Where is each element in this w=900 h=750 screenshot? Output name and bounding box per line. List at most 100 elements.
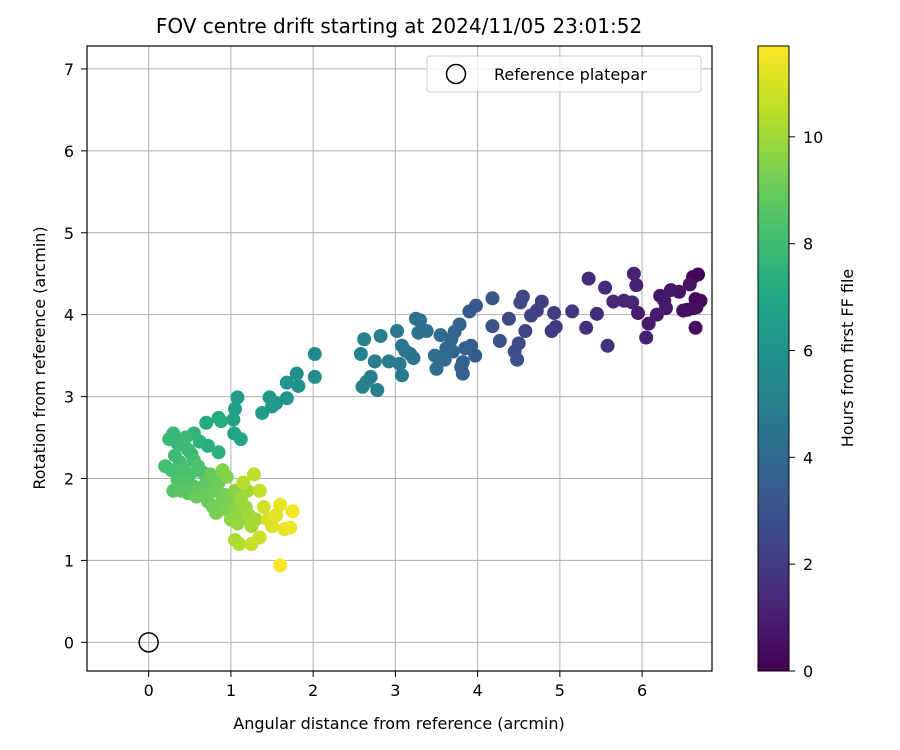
data-point bbox=[639, 330, 654, 345]
colorbar-tick-label: 4 bbox=[803, 448, 813, 467]
x-tick-label: 3 bbox=[390, 681, 400, 700]
y-tick-label: 4 bbox=[64, 306, 74, 325]
data-point bbox=[600, 338, 615, 353]
data-point bbox=[199, 415, 214, 430]
data-point bbox=[162, 432, 177, 447]
data-point bbox=[485, 319, 500, 334]
data-point bbox=[682, 277, 697, 292]
data-point bbox=[462, 304, 477, 319]
y-tick-label: 2 bbox=[64, 470, 74, 489]
y-axis-ticks: 0 1 2 3 4 5 6 7 bbox=[64, 60, 87, 652]
data-point bbox=[219, 469, 234, 484]
plot-frame bbox=[86, 45, 713, 672]
data-point bbox=[408, 311, 423, 326]
y-tick-label: 0 bbox=[64, 633, 74, 652]
data-point bbox=[492, 333, 507, 348]
data-point bbox=[178, 430, 193, 445]
data-point bbox=[230, 390, 245, 405]
data-point bbox=[285, 504, 300, 519]
data-point bbox=[209, 505, 224, 520]
data-point bbox=[273, 558, 288, 573]
x-tick-label: 5 bbox=[555, 681, 565, 700]
data-point bbox=[265, 519, 280, 534]
legend-open-circle-marker bbox=[445, 63, 467, 85]
data-point bbox=[214, 414, 229, 429]
data-point bbox=[454, 360, 469, 375]
data-point bbox=[228, 401, 243, 416]
data-point bbox=[246, 467, 261, 482]
data-point bbox=[589, 306, 604, 321]
data-point bbox=[289, 366, 304, 381]
data-point bbox=[429, 361, 444, 376]
x-axis-ticks: 0 1 2 3 4 5 6 bbox=[144, 671, 647, 700]
y-tick-label: 1 bbox=[64, 551, 74, 570]
data-point bbox=[252, 483, 267, 498]
y-tick-label: 5 bbox=[64, 224, 74, 243]
data-point bbox=[544, 324, 559, 339]
data-point bbox=[252, 530, 267, 545]
data-point bbox=[524, 308, 539, 323]
legend-box bbox=[426, 55, 702, 93]
y-tick-label: 6 bbox=[64, 142, 74, 161]
colorbar-tick-label: 10 bbox=[803, 128, 823, 147]
data-point bbox=[510, 352, 525, 367]
colorbar-tick-label: 0 bbox=[803, 662, 813, 681]
data-point bbox=[433, 328, 448, 343]
data-point bbox=[283, 520, 298, 535]
data-point bbox=[357, 332, 372, 347]
colorbar-label: Hours from first FF file bbox=[838, 269, 857, 448]
x-tick-label: 4 bbox=[473, 681, 483, 700]
data-point bbox=[439, 341, 454, 356]
data-point bbox=[485, 291, 500, 306]
data-point bbox=[606, 294, 621, 309]
x-axis-label: Angular distance from reference (arcmin) bbox=[233, 714, 564, 733]
data-point bbox=[236, 475, 251, 490]
data-point bbox=[458, 341, 473, 356]
colorbar-tick-label: 8 bbox=[803, 235, 813, 254]
data-points bbox=[158, 266, 708, 573]
data-point bbox=[581, 271, 596, 286]
data-point bbox=[189, 489, 204, 504]
x-tick-label: 1 bbox=[226, 681, 236, 700]
data-point bbox=[367, 354, 382, 369]
data-point bbox=[307, 369, 322, 384]
data-point bbox=[630, 306, 645, 321]
data-point bbox=[279, 375, 294, 390]
data-point bbox=[291, 378, 306, 393]
data-point bbox=[394, 338, 409, 353]
data-point bbox=[232, 537, 247, 552]
data-point bbox=[233, 432, 248, 447]
data-point bbox=[676, 303, 691, 318]
data-point bbox=[269, 508, 284, 523]
data-point bbox=[307, 346, 322, 361]
data-point bbox=[411, 325, 426, 340]
colorbar-tick-label: 2 bbox=[803, 555, 813, 574]
data-point bbox=[688, 320, 703, 335]
colorbar-gradient bbox=[757, 45, 790, 672]
data-point bbox=[626, 266, 641, 281]
x-tick-label: 2 bbox=[308, 681, 318, 700]
data-point bbox=[262, 390, 277, 405]
y-axis-label: Rotation from reference (arcmin) bbox=[30, 226, 49, 489]
data-point bbox=[649, 307, 664, 322]
data-point bbox=[617, 293, 632, 308]
data-point bbox=[501, 311, 516, 326]
data-point bbox=[394, 368, 409, 383]
x-tick-label: 6 bbox=[637, 681, 647, 700]
data-point bbox=[273, 497, 288, 512]
y-tick-label: 3 bbox=[64, 388, 74, 407]
data-point bbox=[629, 278, 644, 293]
data-point bbox=[226, 412, 241, 427]
data-point bbox=[370, 383, 385, 398]
data-point bbox=[211, 445, 226, 460]
data-point bbox=[355, 379, 370, 394]
data-point bbox=[373, 328, 388, 343]
data-point bbox=[565, 304, 580, 319]
data-point bbox=[248, 512, 263, 527]
data-point bbox=[641, 316, 656, 331]
data-point bbox=[255, 405, 270, 420]
y-tick-label: 7 bbox=[64, 60, 74, 79]
chart-title: FOV centre drift starting at 2024/11/05 … bbox=[156, 14, 642, 38]
data-point bbox=[547, 306, 562, 321]
